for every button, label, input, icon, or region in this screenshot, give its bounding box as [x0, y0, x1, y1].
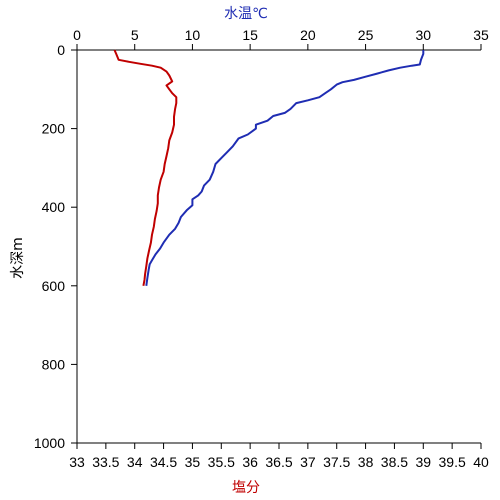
y-tick-label: 1000	[34, 435, 65, 451]
bottom-tick-label: 35.5	[208, 454, 235, 470]
top-axis-title: 水温℃	[224, 6, 268, 22]
top-tick-label: 20	[300, 27, 316, 43]
y-tick-label: 400	[42, 199, 66, 215]
bottom-tick-label: 33	[69, 454, 85, 470]
bottom-tick-label: 36	[242, 454, 258, 470]
bottom-tick-label: 39	[415, 454, 431, 470]
labels: 水温℃ 塩分 水深m	[10, 6, 268, 496]
bottom-axis-title: 塩分	[232, 480, 260, 496]
y-tick-label: 0	[57, 42, 65, 58]
bottom-tick-label: 37.5	[323, 454, 350, 470]
bottom-tick-label: 38.5	[381, 454, 408, 470]
bottom-tick-label: 39.5	[439, 454, 466, 470]
y-tick-label: 200	[42, 121, 66, 137]
series	[113, 49, 425, 286]
temperature-series-line	[145, 50, 425, 286]
bottom-tick-label: 36.5	[265, 454, 292, 470]
top-tick-label: 10	[185, 27, 201, 43]
top-tick-label: 25	[358, 27, 374, 43]
y-axis-title: 水深m	[10, 237, 26, 279]
top-tick-label: 35	[473, 27, 489, 43]
bottom-tick-label: 35	[185, 454, 201, 470]
bottom-tick-label: 37	[300, 454, 316, 470]
top-tick-label: 0	[73, 27, 81, 43]
bottom-tick-label: 34.5	[150, 454, 177, 470]
y-tick-label: 800	[42, 356, 66, 372]
top-tick-label: 30	[415, 27, 431, 43]
salinity-series-line	[113, 49, 178, 286]
bottom-tick-label: 40	[473, 454, 489, 470]
axes: 0 200 400 600 800 1000 0 5 10 15 20 25 30 35 33 33.5 34 3…	[34, 27, 489, 470]
bottom-tick-label: 38	[358, 454, 374, 470]
bottom-tick-label: 34	[127, 454, 143, 470]
bottom-tick-label: 33.5	[92, 454, 119, 470]
top-tick-label: 15	[242, 27, 258, 43]
y-tick-label: 600	[42, 278, 66, 294]
top-tick-label: 5	[131, 27, 139, 43]
